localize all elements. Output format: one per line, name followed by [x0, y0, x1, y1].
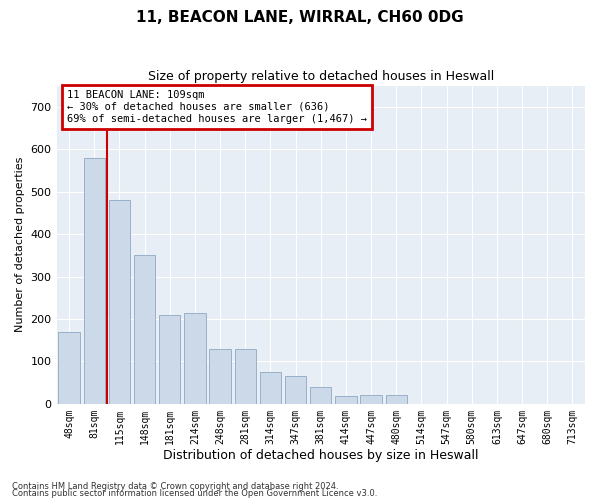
Bar: [260, 372, 281, 404]
Bar: [58, 332, 80, 404]
Bar: [335, 396, 356, 404]
Bar: [285, 376, 307, 404]
Title: Size of property relative to detached houses in Heswall: Size of property relative to detached ho…: [148, 70, 494, 83]
Bar: [386, 396, 407, 404]
X-axis label: Distribution of detached houses by size in Heswall: Distribution of detached houses by size …: [163, 450, 479, 462]
Bar: [83, 158, 105, 404]
Bar: [209, 348, 231, 404]
Bar: [159, 314, 181, 404]
Bar: [184, 312, 206, 404]
Bar: [109, 200, 130, 404]
Text: 11 BEACON LANE: 109sqm
← 30% of detached houses are smaller (636)
69% of semi-de: 11 BEACON LANE: 109sqm ← 30% of detached…: [67, 90, 367, 124]
Bar: [235, 348, 256, 404]
Bar: [134, 256, 155, 404]
Y-axis label: Number of detached properties: Number of detached properties: [15, 157, 25, 332]
Text: Contains public sector information licensed under the Open Government Licence v3: Contains public sector information licen…: [12, 489, 377, 498]
Bar: [361, 396, 382, 404]
Text: Contains HM Land Registry data © Crown copyright and database right 2024.: Contains HM Land Registry data © Crown c…: [12, 482, 338, 491]
Bar: [310, 387, 331, 404]
Text: 11, BEACON LANE, WIRRAL, CH60 0DG: 11, BEACON LANE, WIRRAL, CH60 0DG: [136, 10, 464, 25]
